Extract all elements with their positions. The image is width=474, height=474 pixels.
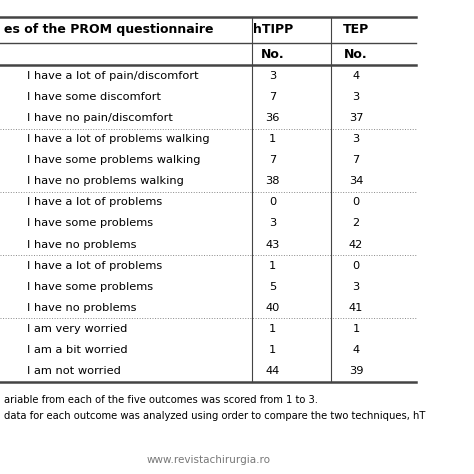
Text: 1: 1 [269,134,276,144]
Text: I have some problems: I have some problems [27,282,153,292]
Text: 40: 40 [265,303,280,313]
Text: I have a lot of problems walking: I have a lot of problems walking [27,134,210,144]
Text: I have a lot of pain/discomfort: I have a lot of pain/discomfort [27,71,199,81]
Text: 3: 3 [269,219,276,228]
Text: hTIPP: hTIPP [253,23,293,36]
Text: 1: 1 [269,261,276,271]
Text: 2: 2 [352,219,359,228]
Text: I have some discomfort: I have some discomfort [27,92,161,102]
Text: es of the PROM questionnaire: es of the PROM questionnaire [4,23,214,36]
Text: 3: 3 [352,134,360,144]
Text: 41: 41 [349,303,363,313]
Text: 0: 0 [352,261,360,271]
Text: 42: 42 [349,239,363,250]
Text: I am not worried: I am not worried [27,366,121,376]
Text: 37: 37 [349,113,363,123]
Text: 5: 5 [269,282,276,292]
Text: 0: 0 [352,197,360,208]
Text: I have some problems walking: I have some problems walking [27,155,201,165]
Text: 0: 0 [269,197,276,208]
Text: 43: 43 [265,239,280,250]
Text: I have a lot of problems: I have a lot of problems [27,261,162,271]
Text: ariable from each of the five outcomes was scored from 1 to 3.: ariable from each of the five outcomes w… [4,394,318,405]
Text: 3: 3 [352,282,360,292]
Text: I have some problems: I have some problems [27,219,153,228]
Text: 1: 1 [269,345,276,355]
Text: I have no problems: I have no problems [27,239,137,250]
Text: I have no problems walking: I have no problems walking [27,176,184,186]
Text: 38: 38 [265,176,280,186]
Text: I have a lot of problems: I have a lot of problems [27,197,162,208]
Text: No.: No. [261,47,284,61]
Text: 3: 3 [352,92,360,102]
Text: 3: 3 [269,71,276,81]
Text: 4: 4 [352,71,359,81]
Text: 36: 36 [265,113,280,123]
Text: 1: 1 [352,324,360,334]
Text: 7: 7 [269,92,276,102]
Text: 39: 39 [349,366,363,376]
Text: No.: No. [344,47,368,61]
Text: I am very worried: I am very worried [27,324,128,334]
Text: 34: 34 [349,176,363,186]
Text: I am a bit worried: I am a bit worried [27,345,128,355]
Text: 7: 7 [352,155,360,165]
Text: 44: 44 [265,366,280,376]
Text: I have no problems: I have no problems [27,303,137,313]
Text: 1: 1 [269,324,276,334]
Text: 7: 7 [269,155,276,165]
Text: www.revistachirurgia.ro: www.revistachirurgia.ro [146,455,270,465]
Text: TEP: TEP [343,23,369,36]
Text: data for each outcome was analyzed using order to compare the two techniques, hT: data for each outcome was analyzed using… [4,410,426,421]
Text: I have no pain/discomfort: I have no pain/discomfort [27,113,173,123]
Text: 4: 4 [352,345,359,355]
